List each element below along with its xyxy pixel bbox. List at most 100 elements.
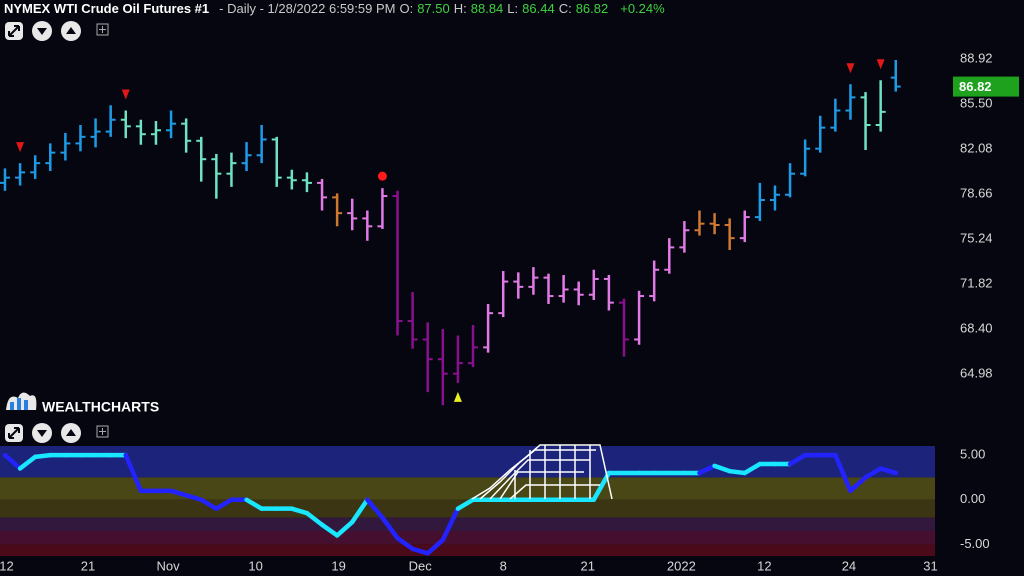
zone-band — [0, 531, 935, 545]
sell-signal — [16, 142, 25, 153]
x-tick-label: 21 — [581, 558, 595, 573]
indicator-segment — [712, 463, 732, 474]
overlay-fan — [489, 459, 590, 500]
indicator-segment — [289, 506, 310, 516]
quote-value: 86.44 — [522, 1, 555, 16]
indicator-segment — [863, 466, 883, 480]
sell-signal — [121, 89, 130, 100]
indicator-segment — [380, 515, 400, 541]
y-tick-label: 82.08 — [960, 140, 993, 155]
pane-toolbar — [5, 423, 109, 443]
indicator-segment — [168, 488, 189, 498]
quote-key: H: — [453, 1, 467, 16]
zone-band — [0, 544, 935, 556]
logo: WEALTHCHARTS — [6, 392, 159, 415]
x-tick-label: 8 — [500, 558, 507, 573]
last-price-box — [953, 76, 1019, 97]
symbol: NYMEX WTI Crude Oil Futures #1 — [4, 1, 210, 16]
indicator-segment — [833, 452, 853, 494]
background-layer — [0, 446, 935, 556]
indicator-segment — [848, 475, 868, 494]
x-tick-label: Nov — [156, 558, 180, 573]
indicator-segment — [365, 497, 385, 520]
indicator-segment — [410, 546, 430, 556]
indicator-segment — [349, 497, 370, 525]
last-price-label: 86.82 — [959, 79, 992, 94]
quote-key: L: — [507, 1, 519, 16]
indicator-segment — [17, 454, 38, 471]
y-tick-label: 85.50 — [960, 95, 993, 110]
indicator-segment — [591, 470, 612, 502]
y-tick-label: -5.00 — [960, 536, 990, 551]
chart-header: NYMEX WTI Crude Oil Futures #1 - Daily - … — [4, 1, 669, 16]
buy-signal — [453, 391, 462, 402]
logo-text: WEALTHCHARTS — [42, 399, 159, 415]
indicator-segment — [304, 510, 325, 527]
quote-value: 86.82 — [575, 1, 609, 16]
zone-band — [0, 499, 935, 518]
dot-signal — [377, 171, 387, 181]
indicator-segment — [742, 461, 763, 476]
indicator-segment — [395, 535, 415, 552]
y-tick-label: 71.82 — [960, 275, 993, 290]
x-tick-label: Dec — [409, 558, 433, 573]
indicator-overlay — [471, 444, 613, 500]
indicator-segment — [199, 497, 219, 511]
zone-band — [0, 477, 935, 500]
y-tick-label: 5.00 — [960, 447, 985, 462]
quote: O: 87.50 H: 88.84 L: 86.44 C: 86.82 — [399, 1, 612, 16]
y-tick-label: 78.66 — [960, 185, 993, 200]
quote-key: O: — [399, 1, 414, 16]
x-tick-label: 12 — [0, 558, 14, 573]
x-tick-label: 21 — [81, 558, 95, 573]
y-tick-label: 0.00 — [960, 491, 985, 506]
zone-band — [0, 517, 935, 531]
indicator-segment — [2, 452, 23, 471]
quote-key: C: — [558, 1, 572, 16]
up-icon — [66, 27, 76, 34]
x-tick-label: 31 — [923, 558, 937, 573]
indicator-segment — [183, 493, 204, 502]
pane-toolbar — [5, 21, 109, 41]
resize-icon — [8, 25, 20, 37]
marks-layer — [0, 60, 901, 556]
down-icon — [37, 28, 47, 35]
plus-icon — [99, 428, 106, 435]
logo-icon — [10, 402, 14, 410]
x-tick-label: 12 — [757, 558, 771, 573]
indicator-segment — [334, 519, 355, 538]
quote-value: 88.84 — [470, 1, 504, 16]
x-tick-label: 2022 — [667, 558, 696, 573]
overlay-fan — [479, 449, 596, 500]
indicator-segment — [727, 468, 748, 476]
indicator-segment — [878, 466, 898, 476]
y-tick-label: 64.98 — [960, 365, 993, 380]
indicator-segment — [214, 497, 234, 511]
logo-icon — [17, 398, 21, 410]
indicator-segment — [123, 452, 144, 494]
overlay-layer: 12 21 Nov 10 19 Dec 8 21 2022 12 24 31 88.92 85.50 82.… — [0, 50, 1019, 573]
subtitle: - Daily - 1/28/2022 6:59:59 PM — [219, 1, 396, 16]
y-tick-label: 88.92 — [960, 50, 993, 65]
indicator-segment — [787, 452, 808, 467]
indicator-segment — [455, 497, 476, 511]
x-tick-label: 10 — [248, 558, 262, 573]
indicator-segment — [319, 522, 340, 538]
indicator-segment — [697, 463, 717, 476]
logo-icon — [24, 400, 28, 410]
add-button[interactable] — [96, 23, 109, 36]
indicator-segment — [32, 452, 53, 460]
overlay-fan — [514, 445, 591, 499]
quote-value: 87.50 — [417, 1, 450, 16]
sell-signal — [846, 63, 855, 74]
x-tick-label: 24 — [842, 558, 856, 573]
add-button[interactable] — [96, 425, 109, 438]
y-tick-label: 68.40 — [960, 320, 993, 335]
y-tick-label: 75.24 — [960, 230, 993, 245]
down-icon — [37, 430, 47, 437]
plus-icon — [99, 26, 106, 33]
indicator-segment — [425, 537, 446, 556]
up-icon — [66, 429, 76, 436]
